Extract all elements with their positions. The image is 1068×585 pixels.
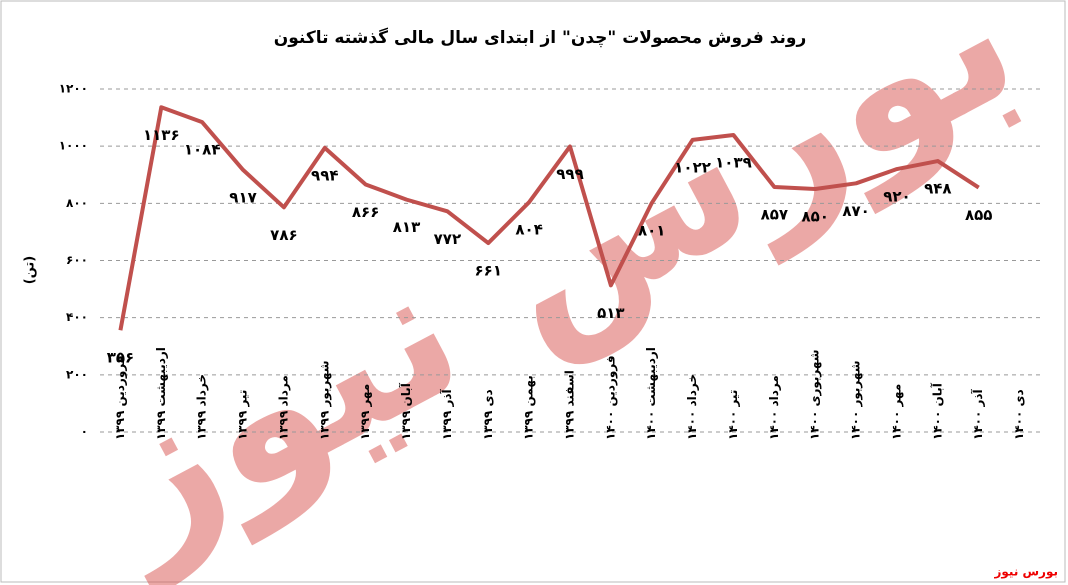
data-label: ۸۵۷ (761, 206, 788, 224)
y-tick-label: ۸۰۰ (66, 196, 88, 210)
x-tick-label: دی ۱۴۰۰ (1012, 389, 1026, 440)
y-tick-label: ۴۰۰ (66, 310, 88, 324)
data-label: ۱۰۳۹ (715, 154, 752, 172)
x-tick-label: مهر ۱۳۹۹ (358, 384, 372, 440)
x-tick-label: دی ۱۳۹۹ (481, 389, 495, 440)
y-axis-label: (تن) (23, 256, 38, 285)
y-tick-label: ۱۲۰۰ (59, 82, 88, 96)
x-tick-label: فروردین ۱۴۰۰ (603, 355, 618, 440)
y-tick-label: ۶۰۰ (66, 253, 88, 267)
x-tick-label: آذر ۱۳۹۹ (439, 388, 454, 440)
data-label: ۱۰۲۲ (674, 158, 711, 176)
data-label: ۵۱۳ (597, 304, 624, 322)
data-label: ۸۵۵ (965, 206, 992, 224)
x-tick-label: آبان ۱۴۰۰ (929, 382, 944, 440)
x-tick-label: اردیبهشت ۱۴۰۰ (644, 347, 658, 440)
data-label: ۹۹۴ (311, 166, 338, 184)
y-tick-label: ۱۰۰۰ (59, 139, 88, 153)
data-label: ۶۶۱ (475, 262, 502, 280)
data-label: ۸۰۴ (515, 221, 542, 239)
data-label: ۹۱۷ (229, 188, 256, 206)
line (118, 105, 980, 331)
data-label: ۹۹۹ (556, 165, 583, 183)
x-tick-label: آذر ۱۴۰۰ (970, 388, 985, 440)
x-tick-label: فروردین ۱۳۹۹ (113, 355, 128, 440)
data-label: ۷۸۶ (270, 226, 297, 244)
x-tick-label: مهر ۱۴۰۰ (889, 384, 903, 440)
x-tick-label: خرداد ۱۳۹۹ (195, 374, 209, 440)
x-tick-label: بهمن ۱۳۹۹ (522, 375, 536, 440)
data-label: ۸۰۱ (638, 222, 665, 240)
x-tick-label: اسفند ۱۳۹۹ (563, 370, 577, 440)
source: بورس نیوز (993, 565, 1058, 580)
data-label: ۸۱۳ (393, 218, 420, 236)
x-tick-label: آبان ۱۳۹۹ (398, 382, 413, 440)
x-tick-label: شهریور ۱۳۹۹ (317, 360, 332, 440)
x-tick-label: شهریور ۱۴۰۰ (849, 360, 864, 440)
data-label: ۹۲۰ (883, 188, 910, 206)
chart-title: روند فروش محصولات "چدن" از ابتدای سال ما… (274, 27, 807, 48)
y-tick-label: ۰ (81, 425, 88, 439)
x-tick-label: مرداد ۱۳۹۹ (276, 375, 290, 440)
y-tick-label: ۲۰۰ (66, 367, 88, 381)
data-label: ۱۰۸۴ (184, 141, 221, 159)
x-tick-label: خرداد ۱۴۰۰ (685, 374, 699, 440)
data-label: ۸۷۰ (842, 202, 869, 220)
x-tick-label: تیر ۱۴۰۰ (726, 390, 740, 440)
data-label: ۱۱۳۶ (143, 126, 180, 144)
data-label: ۸۵۰ (801, 208, 828, 226)
data-label: ۹۴۸ (924, 180, 951, 198)
data-label: ۷۷۲ (434, 230, 461, 248)
x-tick-label: اردیبهشت ۱۳۹۹ (154, 347, 168, 440)
data-label: ۳۵۶ (107, 349, 134, 367)
x-tick-label: تیر ۱۳۹۹ (236, 390, 250, 440)
x-tick-label: مرداد ۱۴۰۰ (767, 375, 781, 440)
x-tick-label: شهریوری ۱۴۰۰ (808, 349, 823, 440)
data-label: ۸۶۶ (352, 203, 379, 221)
